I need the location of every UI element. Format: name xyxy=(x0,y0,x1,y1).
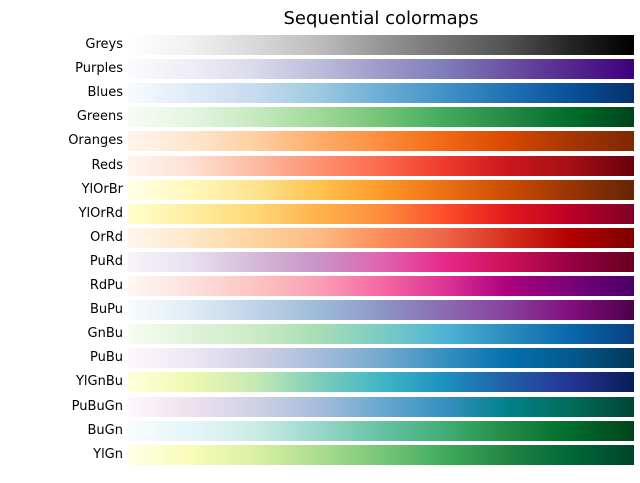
colormap-label: BuPu xyxy=(89,302,123,318)
colormap-bar-orrd xyxy=(128,227,634,248)
colormap-row-bupu: BuPu xyxy=(0,300,640,321)
colormap-bar-gnbu xyxy=(128,324,634,345)
colormap-label: OrRd xyxy=(90,229,123,245)
colormap-row-purples: Purples xyxy=(0,59,640,80)
colormap-bar-purd xyxy=(128,251,634,272)
colormap-row-orrd: OrRd xyxy=(0,227,640,248)
colormap-label: Blues xyxy=(87,85,123,101)
colormap-bar-greys xyxy=(128,35,634,55)
colormap-bar-bupu xyxy=(128,300,634,321)
colormap-row-bugn: BuGn xyxy=(0,420,640,441)
colormap-row-pubugn: PuBuGn xyxy=(0,396,640,417)
colormap-row-ylorbr: YlOrBr xyxy=(0,179,640,200)
colormap-label: PuRd xyxy=(89,253,123,269)
colormap-row-blues: Blues xyxy=(0,83,640,104)
colormap-row-ylgnbu: YlGnBu xyxy=(0,372,640,393)
colormap-label: YlOrRd xyxy=(78,205,123,221)
colormap-label: Greys xyxy=(85,37,123,52)
colormap-label: Greens xyxy=(76,109,123,125)
colormap-bar-ylgnbu xyxy=(128,372,634,393)
colormap-row-gnbu: GnBu xyxy=(0,324,640,345)
colormap-label: BuGn xyxy=(87,422,123,438)
colormap-row-pubu: PuBu xyxy=(0,348,640,369)
colormap-bar-bugn xyxy=(128,420,634,441)
colormap-label: PuBu xyxy=(89,350,123,366)
colormap-row-reds: Reds xyxy=(0,155,640,176)
colormap-bar-pubugn xyxy=(128,396,634,417)
colormap-bar-rdpu xyxy=(128,276,634,296)
colormap-bar-greens xyxy=(128,107,634,128)
chart-title: Sequential colormaps xyxy=(283,8,479,29)
colormap-row-oranges: Oranges xyxy=(0,131,640,152)
colormap-bar-ylgn xyxy=(128,444,634,465)
colormap-label: YlGnBu xyxy=(75,374,123,390)
colormap-bar-purples xyxy=(128,59,634,80)
colormap-row-greys: Greys xyxy=(0,35,640,55)
colormap-label: Oranges xyxy=(68,133,123,149)
colormap-bar-oranges xyxy=(128,131,634,152)
colormap-label: YlGn xyxy=(93,446,123,462)
colormap-row-greens: Greens xyxy=(0,107,640,128)
colormap-bar-ylorrd xyxy=(128,203,634,224)
colormap-row-purd: PuRd xyxy=(0,251,640,272)
colormap-label: RdPu xyxy=(89,278,123,293)
colormap-label: PuBuGn xyxy=(71,398,123,414)
colormap-label: Purples xyxy=(75,61,123,77)
colormap-row-rdpu: RdPu xyxy=(0,276,640,296)
colormap-label: YlOrBr xyxy=(81,181,123,197)
colormap-label: GnBu xyxy=(87,326,123,342)
colormap-row-ylgn: YlGn xyxy=(0,444,640,465)
colormap-bar-ylorbr xyxy=(128,179,634,200)
colormap-bar-blues xyxy=(128,83,634,104)
colormap-bar-pubu xyxy=(128,348,634,369)
colormap-row-ylorrd: YlOrRd xyxy=(0,203,640,224)
colormap-bar-reds xyxy=(128,155,634,176)
colormap-label: Reds xyxy=(91,157,123,173)
